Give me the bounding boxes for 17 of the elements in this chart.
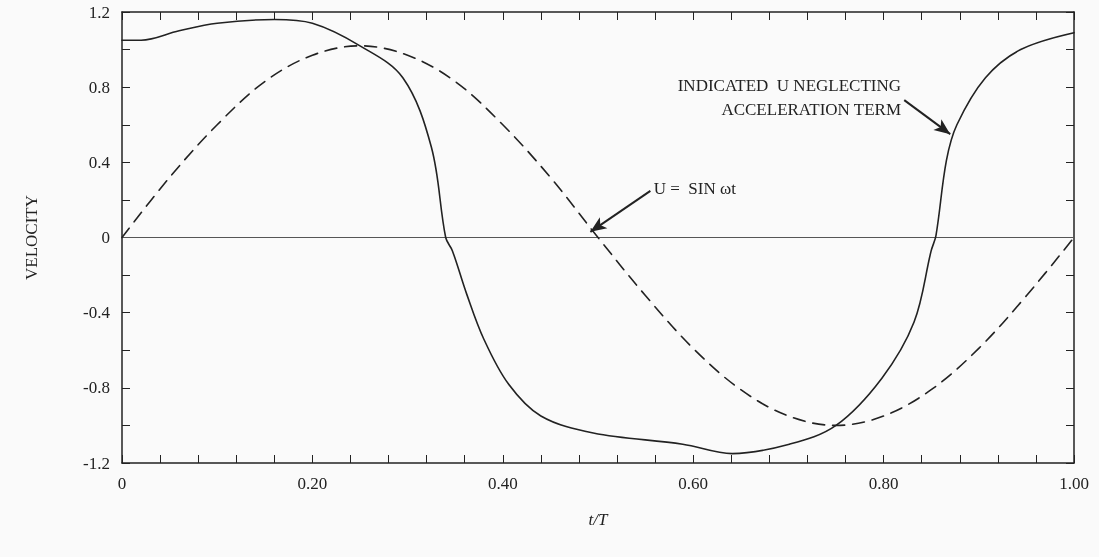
x-tick-label: 1.00 [1059, 474, 1089, 493]
x-tick-label: 0.20 [297, 474, 328, 493]
y-tick-label: 0 [101, 228, 110, 247]
x-axis-title: t/T [588, 510, 609, 529]
y-tick-label: -1.2 [83, 453, 110, 473]
y-tick-label: 0.4 [88, 152, 111, 172]
x-tick-label: 0.40 [487, 474, 518, 493]
x-tick-label: 0.80 [868, 474, 899, 493]
x-tick-label: 0 [117, 474, 127, 493]
y-axis-title: VELOCITY [22, 195, 41, 280]
y-tick-label: -0.4 [83, 303, 111, 323]
y-tick-label: 0.8 [88, 77, 110, 97]
annotation: U = SIN ωt [653, 179, 737, 199]
annotation: INDICATED U NEGLECTING ACCELERATION TERM [677, 76, 902, 120]
y-tick-label: 1.2 [88, 2, 110, 22]
y-tick-label: -0.8 [83, 378, 110, 398]
x-tick-label: 0.60 [678, 474, 709, 493]
